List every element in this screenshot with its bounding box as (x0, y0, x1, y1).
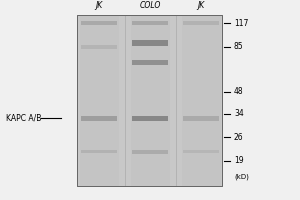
Bar (82, 45, 116, 49)
Bar (133, 116, 167, 121)
Text: JK: JK (197, 1, 205, 10)
Text: COLO: COLO (139, 1, 161, 10)
Bar (184, 21, 218, 25)
Bar (184, 116, 218, 121)
Text: JK: JK (95, 1, 103, 10)
Bar (82, 21, 116, 25)
Bar (130, 15, 170, 186)
Text: 19: 19 (234, 156, 244, 165)
Bar (82, 116, 116, 121)
Text: KAPC A/B: KAPC A/B (6, 114, 41, 123)
Text: 26: 26 (234, 133, 244, 142)
Bar (133, 150, 167, 154)
Bar (133, 21, 167, 25)
Bar (184, 150, 218, 153)
Bar (76, 15, 222, 186)
Bar (82, 150, 116, 153)
Text: 34: 34 (234, 109, 244, 118)
Text: 117: 117 (234, 19, 248, 28)
Text: 48: 48 (234, 87, 244, 96)
Bar (80, 15, 118, 186)
Text: 85: 85 (234, 42, 244, 51)
Text: (kD): (kD) (234, 173, 249, 180)
Bar (133, 40, 167, 46)
Bar (182, 15, 220, 186)
Bar (76, 15, 222, 186)
Bar (133, 60, 167, 65)
